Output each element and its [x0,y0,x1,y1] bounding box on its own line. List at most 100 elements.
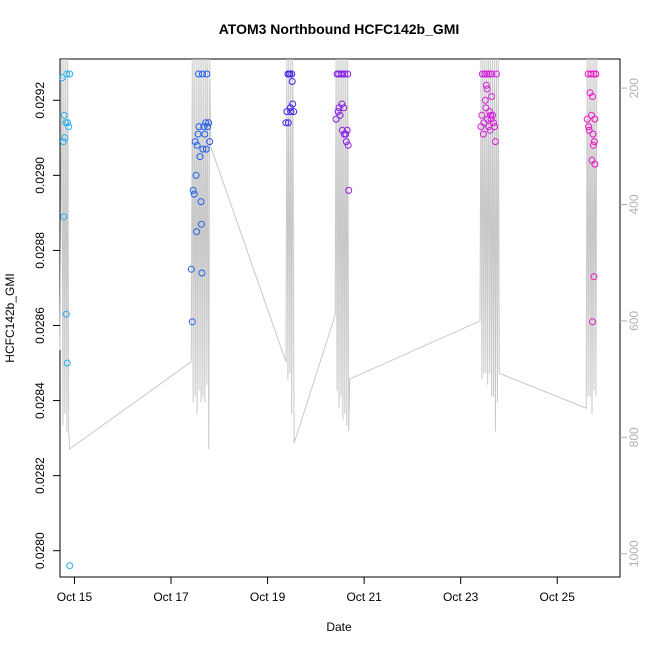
y2-tick-label: 400 [627,194,641,214]
data-point [590,138,598,146]
data-point [192,171,200,179]
data-point [289,100,297,108]
data-point [282,119,290,127]
chart-title: ATOM3 Northbound HCFC142b_GMI [219,21,460,37]
data-point [205,119,213,127]
data-point [589,141,597,149]
data-point [61,134,69,142]
y-tick-label: 0.0292 [33,82,47,119]
data-point [482,104,490,112]
data-point [342,130,350,138]
data-point [345,186,353,194]
data-point [187,265,195,273]
data-point [336,111,344,119]
data-point [194,130,202,138]
data-point [202,119,210,127]
data-point [589,318,596,326]
data-point [63,359,71,367]
data-point [58,74,66,82]
data-point [492,70,500,78]
data-point [587,70,595,78]
data-point [189,186,197,194]
data-point [60,213,68,221]
data-point [489,111,497,119]
data-point [66,562,74,570]
x-tick-label: Oct 15 [57,590,93,604]
data-point [478,111,486,119]
data-point [286,70,294,78]
data-point [197,198,205,206]
data-point [287,108,295,116]
data-point [190,190,198,198]
y-tick-label: 0.0288 [33,232,47,269]
data-point [60,111,68,119]
data-point [198,269,206,277]
data-point [193,141,201,149]
data-point [490,119,497,127]
data-point [59,138,67,146]
data-point [340,104,348,112]
data-point [491,123,498,131]
data-point [590,273,598,281]
y-tick-label: 0.0286 [33,307,47,344]
data-point [203,70,211,78]
data-point [204,123,212,131]
data-point [590,70,598,78]
data-point [196,153,204,161]
y-tick-label: 0.0280 [33,532,47,569]
x-axis-label: Date [326,620,352,634]
data-point [339,70,347,78]
x-tick-label: Oct 19 [250,590,286,604]
data-point [486,126,494,134]
x-axis: Oct 15 Oct 17 Oct 19 Oct 21 Oct 23 Oct 25 [57,576,576,604]
x-tick-label: Oct 21 [346,590,382,604]
data-point [341,70,349,78]
data-point [586,89,594,97]
y2-tick-label: 200 [627,78,641,98]
data-point [478,70,486,78]
data-point [191,138,199,146]
data-point [480,119,488,127]
data-point [488,93,496,100]
data-point [338,100,346,108]
y2-tick-label: 800 [627,427,641,447]
data-point [482,81,490,89]
data-point [197,220,205,228]
data-point [481,70,489,78]
data-point [589,130,597,138]
data-point [485,70,493,78]
y2-tick-label: 600 [627,311,641,331]
data-point [487,111,495,119]
data-point [491,138,499,146]
data-point [188,318,196,326]
data-point [592,70,600,78]
data-point [200,123,208,131]
data-point [591,115,599,123]
data-point [583,115,591,123]
y-axis: 0.0280 0.0282 0.0284 0.0286 0.0288 0.0290 0.02… [33,82,60,569]
data-point [206,138,214,146]
data-point [342,138,350,146]
y2-tick-label: 1000 [627,540,641,567]
data-point [334,108,342,116]
pressure-trace-layer [59,58,598,450]
x-tick-label: Oct 25 [540,590,576,604]
data-point [481,96,489,104]
data-point [202,145,210,153]
data-points-layer [58,70,600,570]
y-axis-label: HCFC142b_GMI [3,273,17,362]
data-point [193,228,201,236]
data-point [483,85,491,93]
data-point [201,130,209,138]
data-point [591,160,599,168]
data-point [332,115,340,123]
data-point [483,70,491,78]
secondary-y-axis: 200 400 600 800 1000 [620,78,641,567]
data-point [290,108,298,116]
data-point [288,70,296,78]
y-tick-label: 0.0290 [33,157,47,194]
data-point [65,123,73,131]
y-tick-label: 0.0282 [33,457,47,494]
data-point [62,310,70,318]
